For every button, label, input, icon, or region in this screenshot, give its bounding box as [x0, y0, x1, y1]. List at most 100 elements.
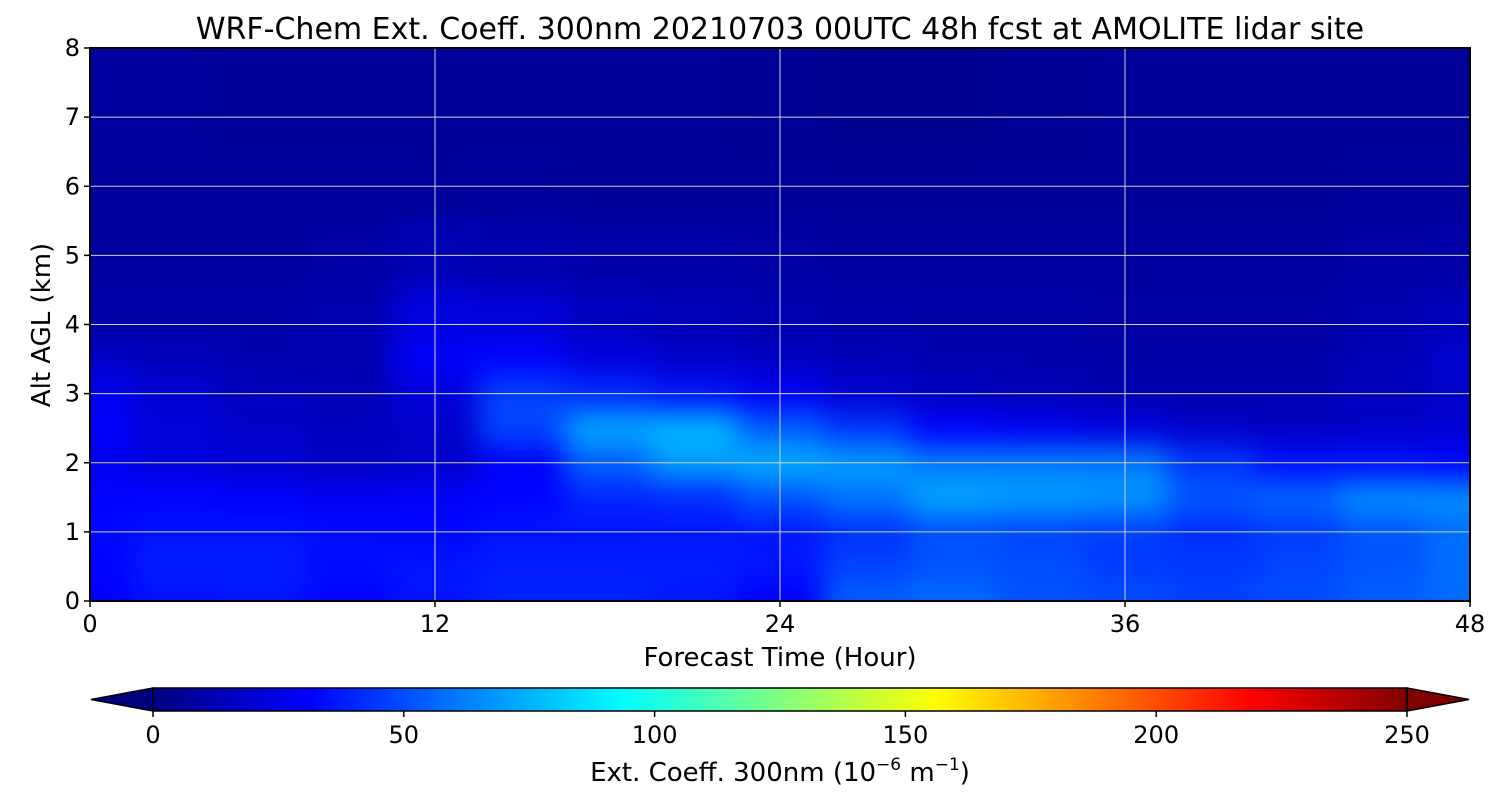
- heatmap-cell: [305, 480, 393, 516]
- x-tick-label: 0: [82, 610, 97, 638]
- heatmap-cell: [823, 289, 910, 343]
- heatmap-cell: [995, 48, 1083, 84]
- colorbar-tick-label: 0: [145, 721, 160, 749]
- y-tick-label: 6: [65, 172, 80, 200]
- heatmap-cell: [305, 549, 393, 585]
- heatmap-cell: [1254, 48, 1342, 84]
- colorbar-label: Ext. Coeff. 300nm (10−6 m−1): [590, 755, 970, 788]
- heatmap-cell: [90, 48, 134, 84]
- heatmap-cell: [90, 289, 134, 343]
- y-tick-label: 0: [65, 587, 80, 615]
- heatmap-cell: [1426, 48, 1470, 84]
- heatmap-cell: [1340, 410, 1428, 447]
- heatmap-cell: [305, 48, 393, 84]
- heatmap-cell: [305, 289, 393, 343]
- heatmap-cell: [478, 549, 565, 585]
- y-tick-label: 7: [65, 103, 80, 131]
- chart-title: WRF-Chem Ext. Coeff. 300nm 20210703 00UT…: [196, 12, 1364, 47]
- heatmap-cell: [1254, 480, 1342, 516]
- heatmap-cell: [219, 410, 307, 447]
- heatmap-cell: [564, 341, 652, 377]
- heatmap-cell: [133, 289, 220, 343]
- heatmap-cells: [90, 48, 1470, 601]
- y-tick-label: 5: [65, 241, 80, 269]
- y-tick-label: 4: [65, 311, 80, 339]
- heatmap-cell: [478, 480, 565, 516]
- heatmap-cell: [650, 48, 738, 84]
- heatmap-cell: [995, 480, 1083, 516]
- heatmap-cell: [823, 341, 910, 377]
- colorbar-body: [153, 688, 1407, 711]
- heatmap-cell: [1168, 341, 1255, 377]
- colorbar: 0 50 100 150 200 250 Ext. Coeff. 300nm (10−6 …: [90, 687, 1470, 788]
- heatmap-cell: [650, 480, 738, 516]
- colorbar-tick-label: 250: [1384, 721, 1430, 749]
- heatmap-cell: [1340, 48, 1428, 84]
- grid-lines: [90, 48, 1470, 601]
- colorbar-under-extension: [90, 687, 154, 712]
- y-axis-label: Alt AGL (km): [27, 243, 57, 407]
- heatmap-cell: [219, 341, 307, 377]
- colorbar-tick-label: 100: [632, 721, 678, 749]
- heatmap-cell: [219, 480, 307, 516]
- plot-area: [90, 48, 1470, 601]
- x-axis: 0 12 24 36 48: [82, 601, 1485, 638]
- heatmap-cell: [219, 289, 307, 343]
- heatmap-cell: [650, 289, 738, 343]
- heatmap-cell: [478, 48, 565, 84]
- heatmap-cell: [478, 289, 565, 343]
- heatmap-cell: [650, 410, 738, 447]
- y-tick-label: 3: [65, 380, 80, 408]
- heatmap-cell: [1254, 410, 1342, 447]
- heatmap-cell: [995, 341, 1083, 377]
- heatmap-cell: [1168, 583, 1255, 601]
- heatmap-cell: [305, 341, 393, 377]
- heatmap-cell: [1426, 289, 1470, 343]
- heatmap-cell: [909, 480, 997, 516]
- heatmap-cell: [133, 341, 220, 377]
- colorbar-tick-label: 150: [882, 721, 928, 749]
- heatmap-cell: [90, 341, 134, 377]
- heatmap-cell: [995, 289, 1083, 343]
- heatmap-cell: [823, 410, 910, 447]
- heatmap-cell: [219, 583, 307, 601]
- heatmap-cell: [995, 583, 1083, 601]
- heatmap-cell: [133, 583, 220, 601]
- heatmap-cell: [823, 583, 910, 601]
- heatmap-cell: [133, 480, 220, 516]
- heatmap-cell: [1340, 480, 1428, 516]
- heatmap-cell: [650, 549, 738, 585]
- heatmap-cell: [1254, 341, 1342, 377]
- heatmap-cell: [823, 549, 910, 585]
- heatmap-cell: [823, 48, 910, 84]
- x-axis-label: Forecast Time (Hour): [643, 643, 916, 673]
- heatmap-cell: [909, 48, 997, 84]
- heatmap-cell: [1168, 480, 1255, 516]
- y-tick-label: 8: [65, 34, 80, 62]
- heatmap-cell: [1426, 341, 1470, 377]
- heatmap-cell: [133, 549, 220, 585]
- heatmap-cell: [133, 48, 220, 84]
- y-axis: 0 1 2 3 4 5 6 7 8: [65, 34, 90, 615]
- heatmap-cell: [90, 583, 134, 601]
- y-tick-label: 1: [65, 518, 80, 546]
- colorbar-frame: [152, 687, 1408, 712]
- heatmap-cell: [995, 410, 1083, 447]
- heatmap-cell: [305, 410, 393, 447]
- heatmap-cell: [478, 341, 565, 377]
- heatmap-cell: [1168, 549, 1255, 585]
- heatmap-cell: [909, 289, 997, 343]
- heatmap-cell: [1168, 48, 1255, 84]
- heatmap-cell: [995, 549, 1083, 585]
- heatmap-cell: [1254, 583, 1342, 601]
- heatmap-cell: [1340, 583, 1428, 601]
- x-tick-label: 24: [765, 610, 796, 638]
- heatmap-cell: [133, 410, 220, 447]
- x-tick-label: 48: [1455, 610, 1486, 638]
- heatmap-cell: [564, 48, 652, 84]
- colorbar-tick-label: 200: [1133, 721, 1179, 749]
- heatmap-cell: [219, 48, 307, 84]
- heatmap-cell: [305, 583, 393, 601]
- colorbar-ticks: 0 50 100 150 200 250: [145, 711, 1430, 749]
- heatmap-cell: [564, 549, 652, 585]
